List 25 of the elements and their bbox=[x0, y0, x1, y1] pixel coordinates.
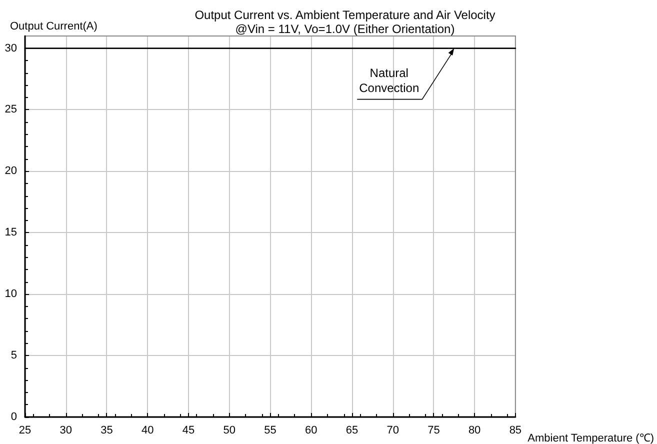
x-tick-label: 80 bbox=[468, 424, 481, 436]
chart-title: Output Current vs. Ambient Temperature and Air Velocity bbox=[194, 8, 496, 22]
x-axis-title: Ambient Temperature (℃) bbox=[528, 432, 654, 444]
x-tick-label: 45 bbox=[182, 424, 195, 436]
x-tick-label: 70 bbox=[386, 424, 399, 436]
x-tick-label: 85 bbox=[509, 424, 522, 436]
y-tick-label: 0 bbox=[10, 411, 17, 423]
x-tick-label: 35 bbox=[100, 424, 113, 436]
x-tick-label: 50 bbox=[223, 424, 236, 436]
x-tick-label: 30 bbox=[60, 424, 72, 436]
x-tick-label: 75 bbox=[428, 424, 440, 436]
y-tick-label: 15 bbox=[4, 226, 17, 239]
x-tick-label: 55 bbox=[264, 424, 276, 436]
y-tick-label: 20 bbox=[4, 165, 17, 178]
y-tick-label: 25 bbox=[4, 104, 17, 116]
x-tick-label: 25 bbox=[18, 424, 32, 436]
y-axis-title: Output Current(A) bbox=[10, 20, 98, 32]
x-tick-label: 40 bbox=[141, 424, 154, 436]
y-tick-label: 30 bbox=[4, 42, 17, 54]
annotation: Natural Convection bbox=[359, 66, 420, 95]
y-tick-label: 10 bbox=[4, 288, 17, 300]
chart-subtitle: @Vin = 11V, Vo=1.0V (Either Orientation) bbox=[235, 22, 455, 36]
y-tick-label: 5 bbox=[10, 350, 17, 362]
x-tick-label: 65 bbox=[346, 424, 358, 436]
x-tick-label: 60 bbox=[304, 424, 318, 436]
